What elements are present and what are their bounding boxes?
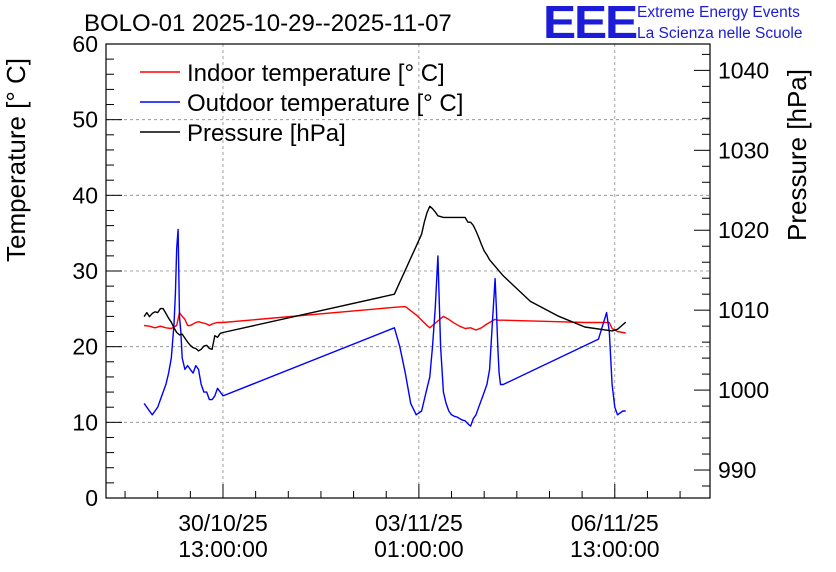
chart-title: BOLO-01 2025-10-29--2025-11-07 — [84, 10, 452, 37]
y-left-tick-label: 20 — [72, 334, 98, 360]
x-tick-label-time: 13:00:00 — [570, 536, 660, 562]
legend-label-indoor: Indoor temperature [° C] — [187, 60, 445, 87]
eee-logo-mark: EEE — [543, 0, 638, 48]
eee-logo-line-2: La Scienza nelle Scuole — [637, 25, 803, 42]
series-lines — [143, 205, 627, 427]
series-outdoor-temperature — [143, 228, 626, 427]
y-axis-right-label: Pressure [hPa] — [782, 69, 812, 241]
y-right-tick-label: 990 — [718, 457, 756, 483]
series-pressure — [143, 205, 627, 352]
y-right-tick-label: 1030 — [718, 137, 769, 163]
y-left-tick-label: 30 — [72, 258, 98, 284]
x-tick-label-date: 03/11/25 — [375, 510, 463, 536]
x-tick-label-time: 01:00:00 — [374, 536, 464, 562]
y-right-tick-label: 1020 — [718, 217, 769, 243]
x-tick-label-time: 13:00:00 — [178, 536, 268, 562]
y-left-tick-label: 40 — [72, 182, 98, 208]
x-tick-label-date: 30/10/25 — [178, 510, 268, 536]
y-left-tick-label: 10 — [72, 409, 98, 435]
legend-label-pressure: Pressure [hPa] — [187, 120, 346, 147]
axes: 01020304050609901000101010201030104030/1… — [72, 31, 769, 562]
grid-lines — [106, 44, 710, 498]
y-left-tick-label: 0 — [85, 485, 98, 511]
x-tick-label-date: 06/11/25 — [571, 510, 659, 536]
legend-label-outdoor: Outdoor temperature [° C] — [187, 90, 463, 117]
y-right-tick-label: 1040 — [718, 57, 769, 83]
y-axis-left-label: Temperature [° C] — [1, 58, 31, 262]
eee-logo-line-1: Extreme Energy Events — [637, 4, 800, 21]
y-left-tick-label: 50 — [72, 107, 98, 133]
legend: Indoor temperature [° C] Outdoor tempera… — [140, 60, 463, 147]
y-right-tick-label: 1000 — [718, 377, 769, 403]
y-right-tick-label: 1010 — [718, 297, 769, 323]
y-left-tick-label: 60 — [72, 31, 98, 57]
eee-logo: EEE Extreme Energy Events La Scienza nel… — [543, 0, 833, 48]
